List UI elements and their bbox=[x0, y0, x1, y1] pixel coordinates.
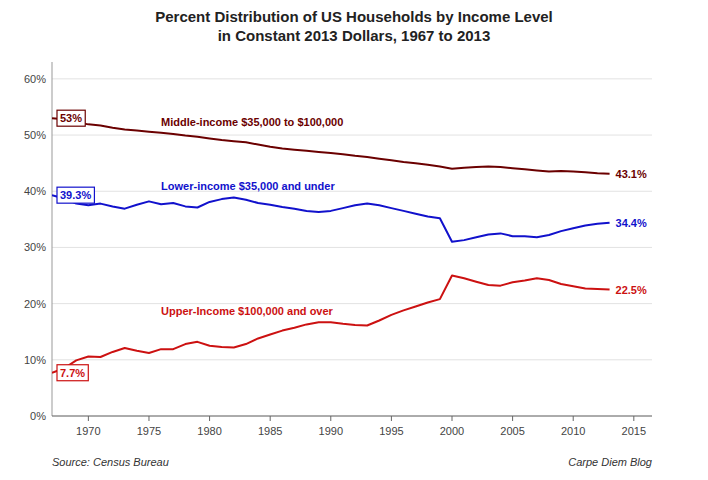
value-label: 53% bbox=[60, 112, 82, 124]
value-label: 22.5% bbox=[616, 284, 647, 296]
x-tick bbox=[391, 416, 392, 421]
series-line bbox=[52, 276, 610, 373]
grid-line bbox=[52, 303, 652, 304]
x-tick bbox=[452, 416, 453, 421]
x-tick-label: 2010 bbox=[561, 425, 585, 437]
x-tick bbox=[512, 416, 513, 421]
series-label: Upper-Income $100,000 and over bbox=[161, 305, 334, 317]
annotation: Source: Census Bureau bbox=[52, 456, 169, 468]
x-tick bbox=[270, 416, 271, 421]
y-tick-label: 40% bbox=[24, 185, 46, 197]
x-tick bbox=[633, 416, 634, 421]
x-axis-line bbox=[52, 416, 652, 417]
x-tick bbox=[573, 416, 574, 421]
chart: Percent Distribution of US Households by… bbox=[0, 0, 708, 480]
title-line: in Constant 2013 Dollars, 1967 to 2013 bbox=[218, 27, 491, 44]
y-tick-label: 50% bbox=[24, 129, 46, 141]
x-tick-label: 2015 bbox=[622, 425, 646, 437]
grid bbox=[52, 79, 652, 416]
title-line: Percent Distribution of US Households by… bbox=[155, 8, 553, 25]
grid-line bbox=[52, 359, 652, 360]
x-tick bbox=[88, 416, 89, 421]
value-label: 34.4% bbox=[616, 217, 647, 229]
grid-line bbox=[52, 191, 652, 192]
y-tick-label: 60% bbox=[24, 73, 46, 85]
x-tick-label: 1995 bbox=[379, 425, 403, 437]
labels: 53% 43.1% 39.3% 34.4% 7.7% 22.5% Middle-income… bbox=[57, 110, 647, 381]
x-tick-label: 2000 bbox=[440, 425, 464, 437]
title: Percent Distribution of US Households by… bbox=[155, 8, 553, 44]
x-tick-label: 1970 bbox=[76, 425, 100, 437]
grid-line bbox=[52, 135, 652, 136]
value-label: 39.3% bbox=[60, 189, 91, 201]
x-tick bbox=[330, 416, 331, 421]
y-tick-label: 30% bbox=[24, 241, 46, 253]
y-tick-label: 10% bbox=[24, 354, 46, 366]
x-tick-label: 1990 bbox=[319, 425, 343, 437]
x-tick-label: 1985 bbox=[258, 425, 282, 437]
y-tick-label: 20% bbox=[24, 298, 46, 310]
x-axis: 1970 1975 1980 1985 1990 1995 2000 2005 2010 2015 bbox=[52, 416, 652, 437]
x-tick-label: 2005 bbox=[500, 425, 524, 437]
x-tick-label: 1980 bbox=[197, 425, 221, 437]
lines bbox=[52, 118, 610, 373]
y-tick-label: 0% bbox=[30, 410, 46, 422]
grid-line bbox=[52, 78, 652, 79]
value-label-box bbox=[57, 110, 85, 126]
series-line bbox=[52, 195, 610, 242]
series-label: Lower-income $35,000 and under bbox=[161, 180, 335, 192]
grid-line bbox=[52, 247, 652, 248]
value-label-box bbox=[57, 365, 88, 381]
value-label-box bbox=[57, 187, 94, 203]
series-label: Middle-income $35,000 to $100,000 bbox=[161, 116, 343, 128]
value-label: 43.1% bbox=[616, 168, 647, 180]
grid-line bbox=[52, 416, 652, 417]
value-label: 7.7% bbox=[60, 367, 85, 379]
x-tick bbox=[148, 416, 149, 421]
y-axis-line bbox=[52, 62, 53, 416]
y-axis: 0% 10% 20% 30% 40% 50% 60% bbox=[24, 62, 52, 422]
x-tick-label: 1975 bbox=[137, 425, 161, 437]
annotation: Carpe Diem Blog bbox=[568, 456, 653, 468]
x-tick bbox=[209, 416, 210, 421]
